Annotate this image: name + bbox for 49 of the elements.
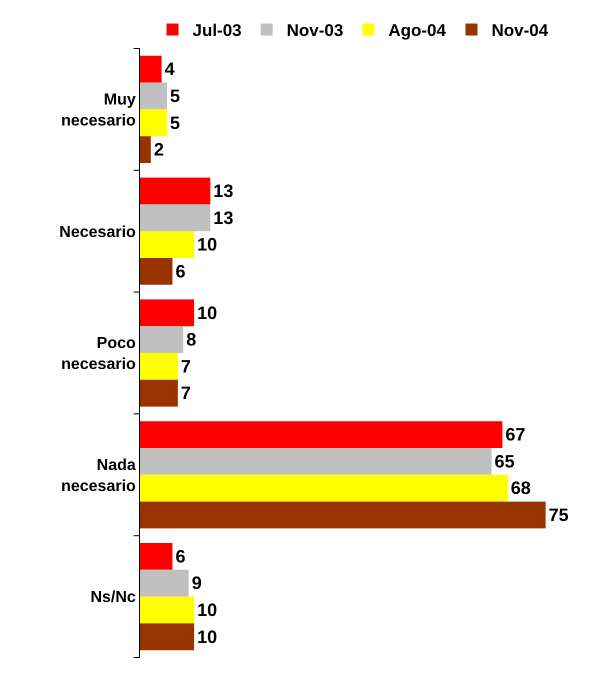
bar (140, 231, 194, 258)
legend-label: Nov-04 (491, 21, 549, 40)
data-label: 10 (197, 600, 218, 620)
y-tick-label: Poco necesario (61, 335, 136, 373)
data-label: 67 (505, 424, 526, 445)
bar (140, 136, 151, 163)
data-label: 10 (197, 302, 218, 323)
bar (140, 421, 502, 448)
data-label: 2 (154, 140, 164, 160)
bar (140, 353, 178, 380)
data-label: 10 (197, 234, 218, 255)
bar (140, 56, 162, 83)
legend-label: Ago-04 (388, 21, 446, 40)
y-tick-label: Muy necesario (61, 92, 136, 130)
bar (140, 299, 194, 326)
bar (140, 543, 172, 570)
data-label: 6 (175, 261, 186, 282)
bar (140, 326, 184, 353)
y-tick-label: Ns/Nc (90, 589, 136, 606)
bar (140, 623, 194, 650)
bar (140, 109, 168, 136)
bar (140, 502, 546, 528)
bar (140, 596, 194, 624)
data-label: 5 (170, 112, 180, 133)
data-label: 75 (548, 504, 569, 525)
bar (140, 258, 172, 285)
data-label: 10 (197, 626, 218, 647)
data-label: 7 (180, 383, 191, 404)
y-tick-label: Necesario (59, 224, 136, 241)
bar (140, 204, 210, 232)
data-label: 68 (510, 478, 531, 498)
bar (140, 178, 210, 204)
bar (140, 474, 508, 502)
data-label: 9 (192, 573, 202, 594)
data-label: 6 (175, 546, 186, 566)
data-label: 8 (186, 330, 196, 350)
bar (140, 380, 178, 407)
bar (140, 570, 189, 597)
bar (140, 448, 492, 475)
data-label: 7 (180, 356, 191, 376)
data-label: 13 (213, 208, 234, 228)
data-label: 13 (213, 181, 234, 202)
y-tick-label: Nada necesario (61, 457, 136, 495)
data-label: 5 (170, 86, 180, 106)
bar (140, 82, 168, 110)
legend-label: Jul-03 (192, 21, 242, 40)
legend-label: Nov-03 (286, 21, 344, 40)
data-label: 4 (164, 59, 175, 80)
data-label: 65 (494, 451, 515, 472)
